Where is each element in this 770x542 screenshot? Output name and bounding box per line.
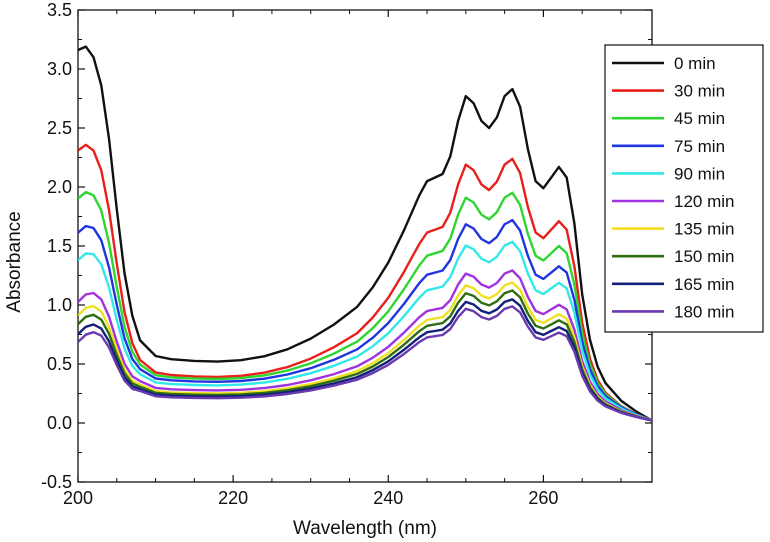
y-tick-label: 3.0 [47,59,72,79]
x-tick-label: 220 [218,488,248,508]
legend-label: 135 min [674,220,734,239]
x-axis-title: Wavelength (nm) [293,518,437,539]
legend: 0 min 30 min 45 min 75 min 90 min 120 min 135 … [604,44,764,333]
y-tick-label: 3.5 [47,0,72,20]
legend-label: 120 min [674,192,734,211]
y-tick-label: 2.0 [47,177,72,197]
legend-label: 150 min [674,247,734,266]
series-line [78,45,652,422]
y-tick-label: 0.5 [47,354,72,374]
series-line [78,240,652,422]
series-line [78,298,652,422]
y-axis-title: Absorbance [4,211,25,312]
series-line [78,143,652,422]
x-axis-ticks: 200 220 240 260 [63,10,622,508]
series-line [78,190,652,422]
legend-label: 90 min [674,164,725,183]
x-tick-label: 240 [373,488,403,508]
y-tick-label: 1.0 [47,295,72,315]
series-line [78,305,652,422]
series-line [78,281,652,422]
series-line [78,269,652,422]
legend-label: 75 min [674,137,725,156]
y-tick-label: -0.5 [41,472,72,492]
y-tick-label: 2.5 [47,118,72,138]
series-line [78,218,652,422]
x-tick-label: 200 [63,488,93,508]
y-axis-ticks: -0.5 0.0 0.5 1.0 1.5 2.0 2.5 3.0 3.5 [41,0,652,492]
y-tick-label: 0.0 [47,413,72,433]
series-line [78,289,652,422]
legend-label: 0 min [674,54,716,73]
x-tick-label: 260 [528,488,558,508]
legend-label: 180 min [674,302,734,321]
plot-frame [77,9,653,483]
series-lines [78,45,652,422]
legend-label: 165 min [674,275,734,294]
legend-label: 45 min [674,109,725,128]
legend-label: 30 min [674,82,725,101]
y-tick-label: 1.5 [47,236,72,256]
